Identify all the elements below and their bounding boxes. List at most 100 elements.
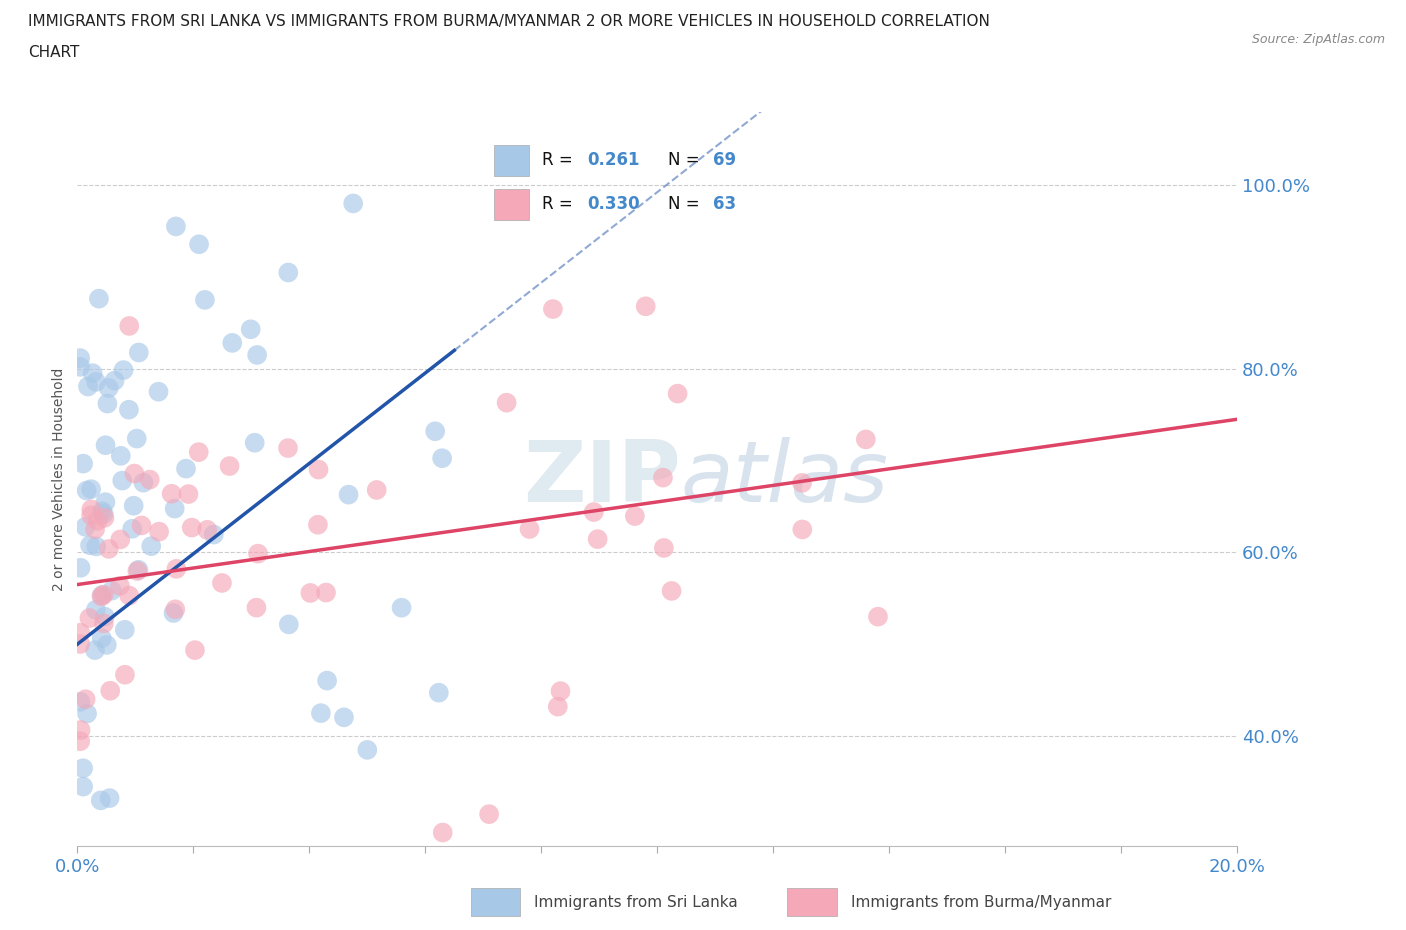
Point	[72, 779, 94, 794]
Point	[652, 540, 675, 555]
Point	[139, 472, 162, 487]
Point	[315, 585, 337, 600]
Point	[277, 441, 299, 456]
FancyBboxPatch shape	[471, 888, 520, 916]
Point	[90, 588, 112, 603]
Text: Source: ZipAtlas.com: Source: ZipAtlas.com	[1251, 33, 1385, 46]
Point	[582, 505, 605, 520]
Point	[110, 448, 132, 463]
Point	[245, 600, 267, 615]
Point	[127, 564, 149, 578]
Point	[316, 673, 339, 688]
Point	[118, 588, 141, 603]
Point	[194, 292, 217, 307]
FancyBboxPatch shape	[787, 888, 837, 916]
Point	[342, 196, 364, 211]
Point	[72, 456, 94, 471]
Point	[855, 432, 877, 446]
Text: Immigrants from Sri Lanka: Immigrants from Sri Lanka	[534, 895, 738, 910]
Point	[661, 583, 683, 598]
Point	[84, 539, 107, 554]
Point	[586, 532, 609, 547]
Point	[69, 351, 91, 365]
Point	[165, 602, 187, 617]
Point	[277, 265, 299, 280]
Point	[163, 501, 186, 516]
Point	[90, 589, 112, 604]
Point	[114, 668, 136, 683]
Point	[246, 348, 269, 363]
Point	[96, 396, 118, 411]
Point	[519, 522, 541, 537]
Point	[131, 518, 153, 533]
Point	[550, 684, 572, 698]
Point	[80, 508, 103, 523]
Text: Immigrants from Burma/Myanmar: Immigrants from Burma/Myanmar	[851, 895, 1111, 910]
Point	[112, 363, 135, 378]
Point	[243, 435, 266, 450]
Point	[425, 424, 447, 439]
Point	[110, 532, 132, 547]
Point	[98, 684, 121, 698]
Point	[478, 806, 501, 821]
Text: ZIP: ZIP	[523, 437, 681, 521]
Point	[165, 219, 187, 233]
Y-axis label: 2 or more Vehicles in Household: 2 or more Vehicles in Household	[52, 367, 66, 591]
Point	[84, 375, 107, 390]
Point	[541, 301, 564, 316]
Point	[356, 742, 378, 757]
Point	[90, 793, 112, 808]
Point	[75, 519, 97, 534]
Point	[307, 517, 329, 532]
Point	[94, 438, 117, 453]
Point	[211, 576, 233, 591]
Point	[202, 527, 225, 542]
Point	[124, 466, 146, 481]
Text: atlas: atlas	[681, 437, 889, 521]
Point	[432, 825, 454, 840]
Point	[790, 475, 813, 490]
Point	[69, 561, 91, 576]
Point	[69, 734, 91, 749]
Point	[277, 617, 299, 631]
Point	[96, 637, 118, 652]
Point	[128, 345, 150, 360]
Point	[188, 237, 211, 252]
Point	[127, 563, 149, 578]
Point	[69, 359, 91, 374]
Point	[866, 609, 889, 624]
Point	[177, 486, 200, 501]
Point	[86, 513, 108, 528]
Point	[75, 692, 97, 707]
Point	[108, 578, 131, 593]
Point	[247, 546, 270, 561]
Point	[366, 483, 388, 498]
Point	[69, 695, 91, 710]
Point	[221, 336, 243, 351]
Point	[97, 541, 120, 556]
Point	[141, 538, 163, 553]
Point	[547, 699, 569, 714]
Point	[69, 723, 91, 737]
Point	[80, 502, 103, 517]
Point	[125, 432, 148, 446]
Point	[174, 461, 197, 476]
Point	[187, 445, 209, 459]
Point	[239, 322, 262, 337]
Point	[93, 587, 115, 602]
Point	[624, 509, 647, 524]
Point	[309, 706, 332, 721]
Point	[80, 482, 103, 497]
Point	[184, 643, 207, 658]
Point	[90, 631, 112, 645]
Point	[634, 299, 657, 313]
Point	[93, 616, 115, 631]
Point	[308, 462, 330, 477]
Point	[132, 475, 155, 490]
Text: IMMIGRANTS FROM SRI LANKA VS IMMIGRANTS FROM BURMA/MYANMAR 2 OR MORE VEHICLES IN: IMMIGRANTS FROM SRI LANKA VS IMMIGRANTS …	[28, 14, 990, 29]
Point	[77, 379, 100, 394]
Point	[118, 403, 141, 418]
Point	[162, 605, 184, 620]
Point	[69, 636, 91, 651]
Point	[430, 451, 453, 466]
